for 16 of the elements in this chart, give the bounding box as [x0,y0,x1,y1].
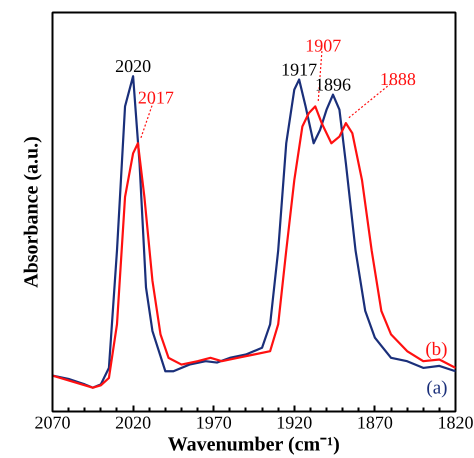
x-tick-label: 1970 [196,412,232,432]
series-label: (b) [425,338,448,360]
annotation: 1896 [314,74,351,95]
annotation: 1907 [305,35,342,56]
series-label: (a) [426,377,448,398]
annotation: 1917 [281,60,318,80]
x-tick-label: 1870 [356,412,393,432]
x-axis-title: Wavenumber (cm⁻¹) [168,434,340,456]
annotation: 2020 [115,56,152,76]
y-axis-title: Absorbance (a.u.) [20,136,42,288]
x-tick-label: 2070 [34,412,70,432]
x-tick-label: 1920 [276,412,312,432]
annotation: 2017 [138,87,174,108]
annotation: 1888 [380,69,416,90]
x-tick-label: 2020 [115,412,152,432]
x-tick-label: 1820 [438,412,474,432]
